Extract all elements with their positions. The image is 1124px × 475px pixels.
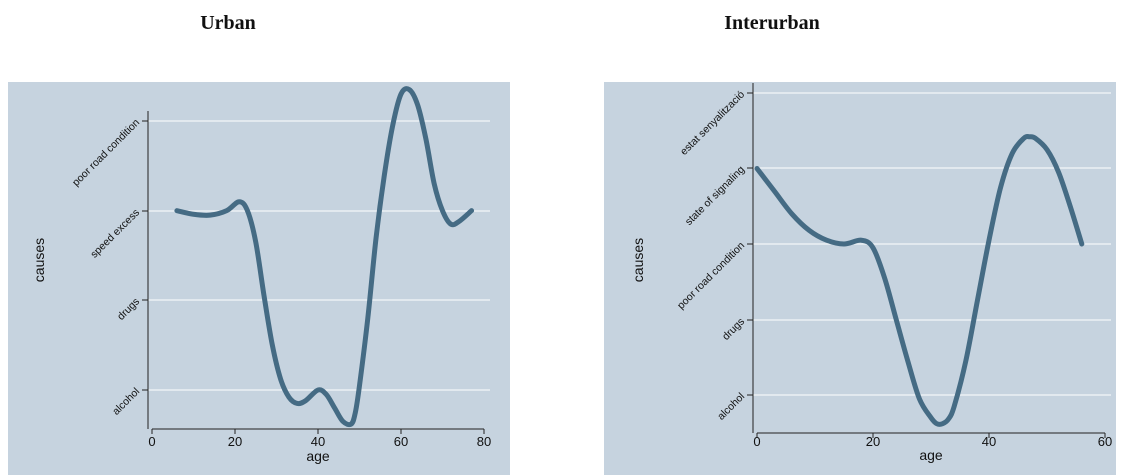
urban-series-line	[174, 86, 475, 428]
urban-x-tick-label: 60	[394, 434, 408, 449]
urban-x-axis-title: age	[306, 448, 330, 464]
interurban-x-axis-title: age	[919, 447, 943, 463]
interurban-series-line	[754, 134, 1085, 427]
interurban-x-tick-label: 0	[753, 434, 760, 449]
interurban-y-axis-title: causes	[630, 238, 646, 282]
interurban-x-tick-label: 60	[1098, 434, 1112, 449]
urban-chart-title: Urban	[200, 12, 256, 34]
interurban-chart-title: Interurban	[724, 12, 820, 34]
urban-x-tick-label: 80	[477, 434, 491, 449]
interurban-x-tick-label: 20	[866, 434, 880, 449]
interurban-plot-background	[604, 82, 1116, 475]
urban-x-tick-label: 20	[228, 434, 242, 449]
urban-x-tick-label: 40	[311, 434, 325, 449]
interurban-x-tick-label: 40	[982, 434, 996, 449]
urban-y-axis-title: causes	[31, 238, 47, 282]
urban-x-tick-label: 0	[148, 434, 155, 449]
